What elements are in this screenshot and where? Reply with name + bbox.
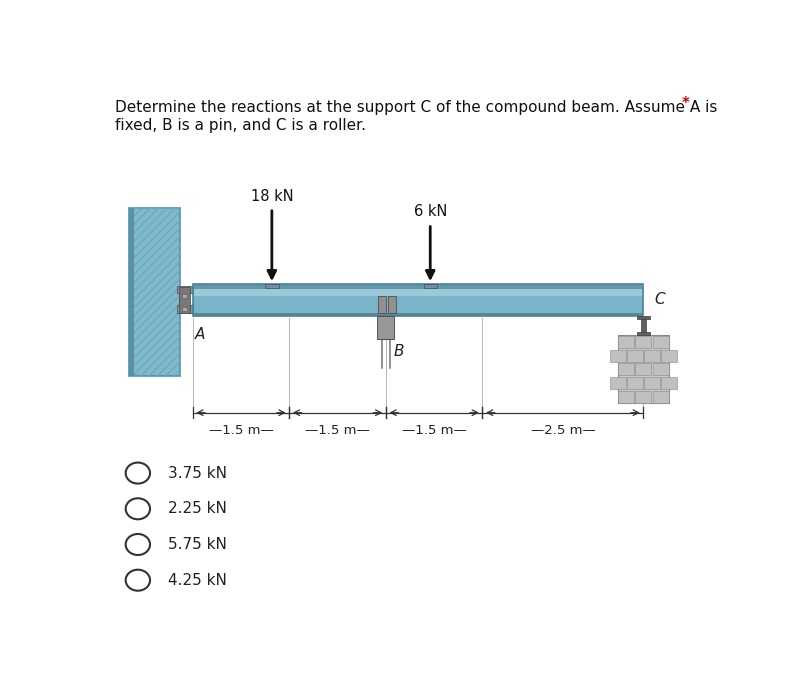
Bar xyxy=(635,391,652,402)
Bar xyxy=(652,364,669,375)
Bar xyxy=(193,313,644,316)
Text: —2.5 m—: —2.5 m— xyxy=(531,424,595,437)
Bar xyxy=(178,305,193,313)
Bar xyxy=(378,296,386,313)
Bar xyxy=(424,284,437,288)
Text: *: * xyxy=(681,96,689,111)
Bar xyxy=(178,286,193,293)
Text: 18 kN: 18 kN xyxy=(251,189,293,204)
Bar xyxy=(661,377,678,389)
Bar xyxy=(644,377,660,389)
Bar xyxy=(265,284,278,288)
Text: B: B xyxy=(393,344,404,359)
Bar xyxy=(609,377,626,389)
Bar xyxy=(193,296,644,313)
Bar xyxy=(652,336,669,348)
Bar xyxy=(637,332,650,335)
Bar xyxy=(641,318,646,332)
Bar xyxy=(129,208,181,376)
Bar xyxy=(182,294,186,298)
Text: 4.25 kN: 4.25 kN xyxy=(168,573,227,588)
Bar xyxy=(661,350,678,361)
Bar xyxy=(193,284,644,288)
Text: 3.75 kN: 3.75 kN xyxy=(168,466,227,481)
Bar xyxy=(635,336,652,348)
Text: —1.5 m—: —1.5 m— xyxy=(208,424,274,437)
Text: A: A xyxy=(194,327,205,342)
Bar xyxy=(618,336,634,348)
Bar xyxy=(388,296,396,313)
Bar xyxy=(618,335,670,403)
Bar xyxy=(635,364,652,375)
Bar xyxy=(377,316,395,339)
Bar xyxy=(129,208,181,376)
Bar xyxy=(626,350,643,361)
Bar xyxy=(182,307,186,311)
Bar xyxy=(129,208,134,376)
Bar xyxy=(644,350,660,361)
Text: 6 kN: 6 kN xyxy=(413,205,447,220)
Bar xyxy=(652,391,669,402)
Bar xyxy=(609,350,626,361)
Text: 5.75 kN: 5.75 kN xyxy=(168,537,227,552)
Bar xyxy=(179,286,190,313)
Text: —1.5 m—: —1.5 m— xyxy=(305,424,370,437)
Text: 2.25 kN: 2.25 kN xyxy=(168,501,227,516)
Text: C: C xyxy=(655,293,665,308)
Text: —1.5 m—: —1.5 m— xyxy=(402,424,467,437)
Bar xyxy=(626,377,643,389)
Bar xyxy=(618,364,634,375)
Text: Determine the reactions at the support C of the compound beam. Assume A is
fixed: Determine the reactions at the support C… xyxy=(116,100,718,132)
Bar xyxy=(637,316,650,318)
Bar xyxy=(193,288,644,296)
Bar xyxy=(193,284,644,316)
Bar xyxy=(618,391,634,402)
